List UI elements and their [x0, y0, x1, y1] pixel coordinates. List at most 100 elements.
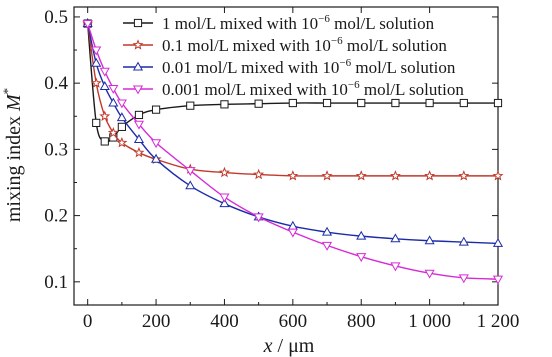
series-4-point	[321, 241, 333, 251]
series-3-point	[219, 198, 230, 208]
x-axis-title: x / μm	[263, 335, 315, 357]
series-2-point	[458, 170, 470, 181]
legend-entry-4: 0.001 mol/L mixed with 10−6 mol/L soluti…	[123, 79, 464, 99]
series-4-point	[82, 20, 93, 29]
series-4-point	[91, 46, 102, 56]
y-tick-label: 0.3	[44, 139, 68, 160]
legend-entry-2: 0.1 mol/L mixed with 10−6 mol/L solution	[123, 35, 447, 55]
axis-ticks	[74, 7, 499, 305]
series-1-point	[151, 105, 161, 114]
series-3-point	[133, 134, 145, 143]
y-tick-label: 0.5	[44, 7, 68, 28]
series-3-point	[321, 226, 333, 236]
series-3-point	[116, 112, 127, 122]
x-axis-unit: / μm	[273, 335, 315, 357]
series-1-point	[322, 98, 332, 108]
legend-label: 1 mol/L mixed with 10−6 mol/L solution	[162, 13, 435, 33]
series-4-point	[116, 99, 127, 109]
legend: 1 mol/L mixed with 10−6 mol/L solution0.…	[123, 13, 464, 99]
series-4-point	[151, 139, 162, 149]
x-tick-label: 0	[83, 311, 93, 332]
series-1-point	[493, 98, 503, 108]
plot-frame	[73, 6, 499, 306]
series-1-point	[134, 110, 144, 120]
plot-border	[73, 6, 499, 306]
series-4-point	[424, 269, 435, 279]
series-1-point	[92, 118, 101, 127]
y-axis-text: mixing index	[3, 111, 25, 222]
series-4-point	[356, 253, 367, 263]
series-4-point	[108, 84, 119, 94]
series-3-point	[390, 233, 401, 243]
y-axis-title: mixing index M*	[0, 88, 25, 222]
y-axis-variable: M	[3, 93, 25, 112]
series-3-line	[86, 23, 499, 245]
series-2-point	[355, 170, 367, 181]
series-3	[82, 18, 504, 247]
y-tick-label: 0.2	[44, 206, 68, 227]
series-4-point	[253, 213, 264, 223]
legend-marker	[132, 39, 144, 50]
series-2-point	[287, 170, 299, 181]
x-tick-label: 200	[142, 311, 171, 332]
series-1-point	[425, 98, 434, 108]
series-3-point	[424, 235, 435, 245]
series-4-point	[492, 275, 504, 285]
series-1-point	[254, 99, 263, 108]
series-1-point	[100, 137, 109, 146]
series-2-point	[116, 136, 128, 148]
y-axis-superscript: *	[0, 88, 15, 95]
series-2-point	[424, 170, 436, 181]
legend-label: 0.1 mol/L mixed with 10−6 mol/L solution	[162, 35, 447, 55]
series-3-point	[99, 81, 110, 90]
series-3-point	[185, 180, 196, 190]
series-2-point	[133, 146, 145, 158]
x-tick-label: 400	[210, 311, 239, 332]
series-4-point	[458, 274, 469, 284]
series-3-point	[151, 153, 162, 163]
series-3-point	[458, 236, 469, 246]
series-2-point	[321, 170, 333, 181]
legend-marker	[133, 18, 143, 28]
legend-label: 0.001 mol/L mixed with 10−6 mol/L soluti…	[162, 79, 464, 99]
legend-entry-3: 0.01 mol/L mixed with 10−6 mol/L solutio…	[123, 57, 456, 77]
series-1-point	[357, 98, 366, 108]
series-4-point	[390, 262, 401, 272]
series-4	[82, 20, 504, 285]
series-4-point	[185, 167, 196, 176]
series-2-point	[107, 127, 119, 138]
x-tick-label: 800	[347, 311, 376, 332]
series-4-point	[287, 228, 298, 238]
series-4-point	[219, 193, 230, 203]
series-2-point	[90, 77, 102, 88]
series-4-point	[99, 67, 110, 77]
x-tick-label: 1 000	[408, 311, 451, 332]
series-1-point	[186, 101, 195, 110]
series-2-point	[253, 168, 265, 180]
legend-marker	[132, 85, 144, 95]
series-1-point	[117, 122, 126, 131]
x-axis-variable: x	[263, 335, 273, 357]
series-1-point	[288, 98, 297, 108]
series-3-point	[356, 230, 367, 240]
y-tick-label: 0.4	[44, 73, 68, 94]
series-1-point	[459, 98, 468, 108]
series-3-point	[91, 57, 102, 67]
series-2-point	[218, 166, 230, 178]
series-3-point	[108, 97, 119, 107]
legend-marker	[132, 61, 144, 71]
legend-label: 0.01 mol/L mixed with 10−6 mol/L solutio…	[162, 57, 456, 77]
x-tick-label: 600	[279, 311, 308, 332]
series-1-point	[220, 100, 229, 109]
series-3-point	[492, 238, 504, 247]
legend-entry-1: 1 mol/L mixed with 10−6 mol/L solution	[123, 13, 435, 33]
series-2-point	[492, 170, 504, 181]
series-2-point	[389, 170, 401, 181]
axis-tick-labels: 0 200 400 600 800 1 000 1 200 0.1 0.2 0.3 0.4 0.5	[44, 7, 519, 332]
series-4-point	[133, 120, 145, 130]
series-1-point	[391, 98, 400, 108]
y-tick-label: 0.1	[44, 272, 68, 293]
x-tick-label: 1 200	[477, 311, 520, 332]
series-layer	[82, 17, 504, 285]
